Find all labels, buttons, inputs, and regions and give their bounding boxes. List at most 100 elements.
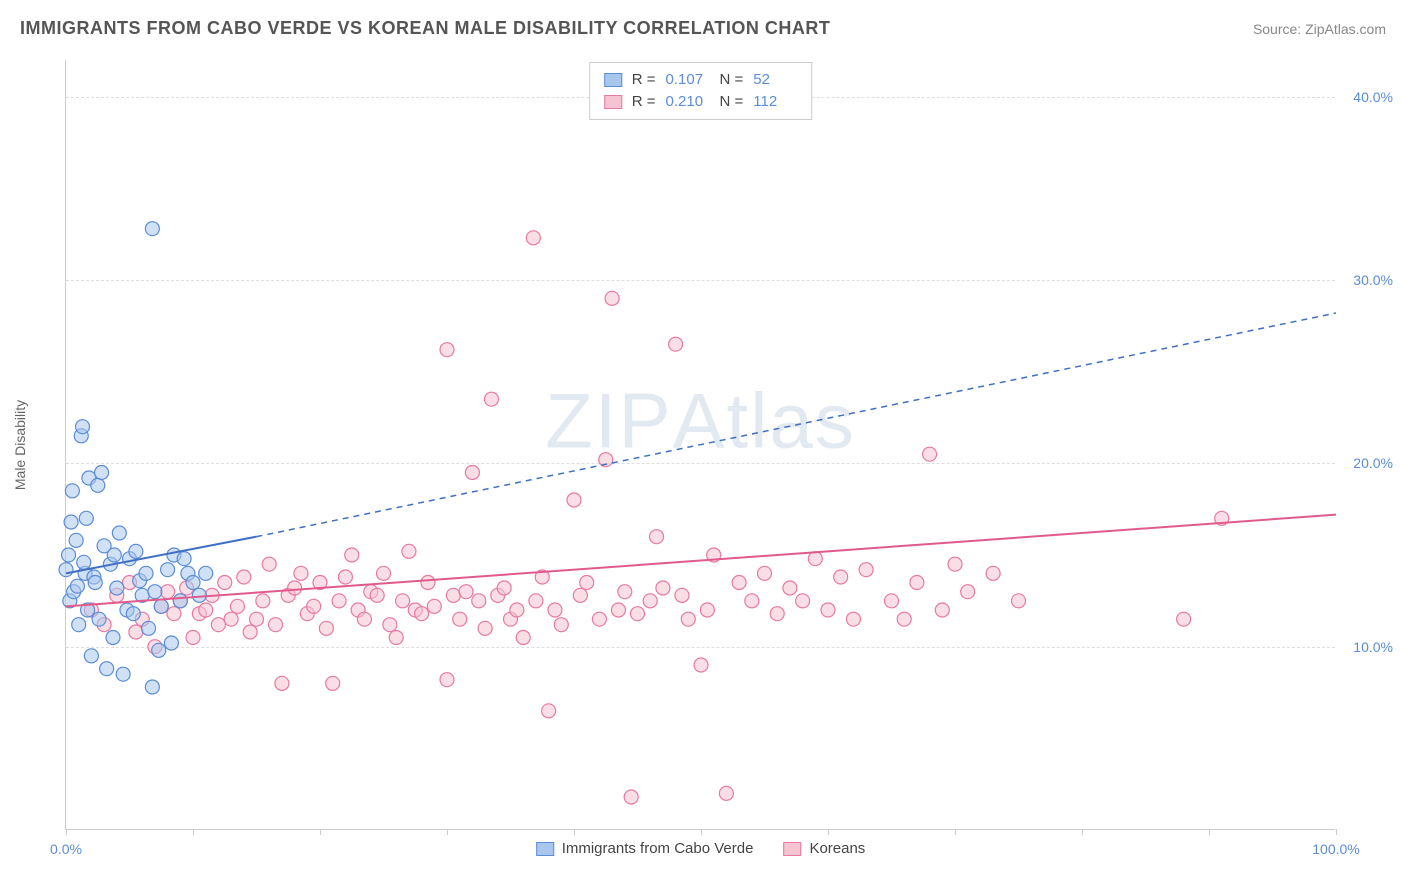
data-point bbox=[935, 603, 949, 617]
y-tick-label: 10.0% bbox=[1343, 639, 1393, 655]
x-tick bbox=[1209, 829, 1210, 835]
data-point bbox=[107, 548, 121, 562]
data-point bbox=[332, 594, 346, 608]
data-point bbox=[440, 673, 454, 687]
x-tick bbox=[66, 829, 67, 835]
data-point bbox=[250, 612, 264, 626]
x-tick bbox=[447, 829, 448, 835]
data-point bbox=[59, 563, 73, 577]
data-point bbox=[618, 585, 632, 599]
data-point bbox=[77, 555, 91, 569]
data-point bbox=[783, 581, 797, 595]
data-point bbox=[116, 667, 130, 681]
data-point bbox=[694, 658, 708, 672]
data-point bbox=[631, 607, 645, 621]
data-point bbox=[186, 576, 200, 590]
data-point bbox=[605, 291, 619, 305]
data-point bbox=[326, 676, 340, 690]
data-point bbox=[106, 631, 120, 645]
data-point bbox=[885, 594, 899, 608]
data-point bbox=[230, 599, 244, 613]
data-point bbox=[145, 222, 159, 236]
stats-row-koreans: R = 0.210 N = 112 bbox=[604, 91, 798, 113]
data-point bbox=[383, 618, 397, 632]
x-tick-label: 0.0% bbox=[50, 841, 82, 857]
scatter-plot bbox=[66, 60, 1335, 829]
data-point bbox=[152, 643, 166, 657]
data-point bbox=[592, 612, 606, 626]
data-point bbox=[79, 511, 93, 525]
data-point bbox=[145, 680, 159, 694]
data-point bbox=[719, 786, 733, 800]
data-point bbox=[478, 621, 492, 635]
data-point bbox=[377, 566, 391, 580]
data-point bbox=[199, 603, 213, 617]
data-point bbox=[76, 420, 90, 434]
swatch-koreans bbox=[604, 95, 622, 109]
data-point bbox=[95, 466, 109, 480]
plot-area: ZIPAtlas 10.0%20.0%30.0%40.0% 0.0%100.0%… bbox=[65, 60, 1335, 830]
data-point bbox=[294, 566, 308, 580]
data-point bbox=[70, 579, 84, 593]
data-point bbox=[92, 612, 106, 626]
data-point bbox=[243, 625, 257, 639]
x-tick bbox=[320, 829, 321, 835]
swatch-koreans bbox=[783, 842, 801, 856]
chart-container: Male Disability ZIPAtlas 10.0%20.0%30.0%… bbox=[50, 60, 1350, 830]
data-point bbox=[427, 599, 441, 613]
data-point bbox=[796, 594, 810, 608]
data-point bbox=[526, 231, 540, 245]
data-point bbox=[148, 585, 162, 599]
data-point bbox=[567, 493, 581, 507]
y-tick-label: 20.0% bbox=[1343, 455, 1393, 471]
data-point bbox=[986, 566, 1000, 580]
data-point bbox=[154, 599, 168, 613]
data-point bbox=[173, 594, 187, 608]
data-point bbox=[656, 581, 670, 595]
y-axis-title: Male Disability bbox=[12, 400, 28, 490]
data-point bbox=[897, 612, 911, 626]
data-point bbox=[72, 618, 86, 632]
x-tick bbox=[955, 829, 956, 835]
data-point bbox=[129, 625, 143, 639]
data-point bbox=[139, 566, 153, 580]
data-point bbox=[88, 576, 102, 590]
data-point bbox=[370, 588, 384, 602]
y-tick-label: 30.0% bbox=[1343, 272, 1393, 288]
data-point bbox=[821, 603, 835, 617]
data-point bbox=[415, 607, 429, 621]
data-point bbox=[167, 607, 181, 621]
data-point bbox=[465, 466, 479, 480]
x-tick bbox=[701, 829, 702, 835]
data-point bbox=[472, 594, 486, 608]
data-point bbox=[961, 585, 975, 599]
data-point bbox=[834, 570, 848, 584]
data-point bbox=[275, 676, 289, 690]
data-point bbox=[624, 790, 638, 804]
data-point bbox=[758, 566, 772, 580]
data-point bbox=[923, 447, 937, 461]
stats-legend: R = 0.107 N = 52 R = 0.210 N = 112 bbox=[589, 62, 813, 120]
data-point bbox=[161, 563, 175, 577]
data-point bbox=[446, 588, 460, 602]
data-point bbox=[732, 576, 746, 590]
x-tick bbox=[1082, 829, 1083, 835]
swatch-cabo-verde bbox=[604, 73, 622, 87]
data-point bbox=[288, 581, 302, 595]
data-point bbox=[345, 548, 359, 562]
x-tick bbox=[1336, 829, 1337, 835]
data-point bbox=[389, 631, 403, 645]
stats-row-cabo-verde: R = 0.107 N = 52 bbox=[604, 69, 798, 91]
y-tick-label: 40.0% bbox=[1343, 89, 1393, 105]
data-point bbox=[484, 392, 498, 406]
data-point bbox=[1012, 594, 1026, 608]
data-point bbox=[129, 544, 143, 558]
data-point bbox=[237, 570, 251, 584]
data-point bbox=[770, 607, 784, 621]
data-point bbox=[91, 478, 105, 492]
data-point bbox=[396, 594, 410, 608]
data-point bbox=[681, 612, 695, 626]
data-point bbox=[548, 603, 562, 617]
data-point bbox=[142, 621, 156, 635]
x-tick-label: 100.0% bbox=[1312, 841, 1359, 857]
